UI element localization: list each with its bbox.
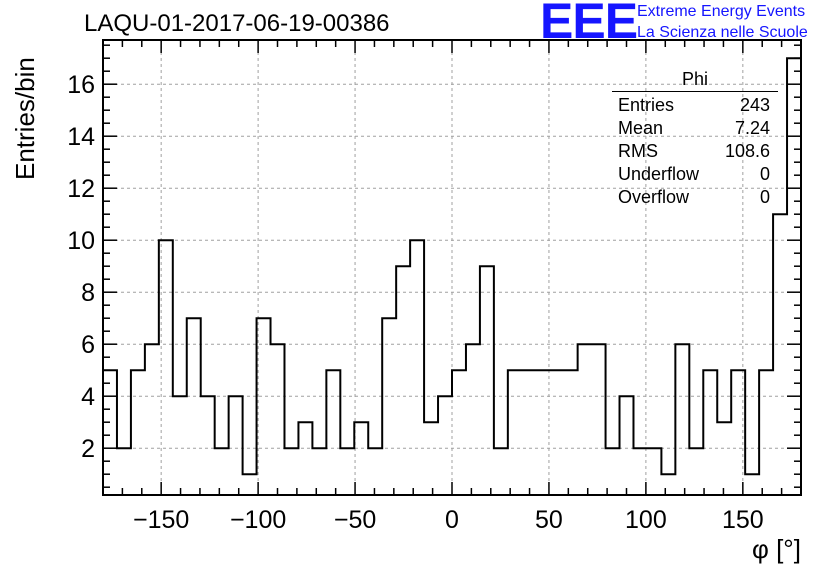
histogram-bin [396,266,410,495]
histogram-bin [284,448,298,495]
histogram-bin [536,370,550,495]
stats-label: RMS [618,141,658,161]
stats-row-underflow: Underflow 0 [608,163,778,186]
y-tick-label: 2 [81,435,95,463]
stats-label: Overflow [618,187,690,207]
stats-row-mean: Mean 7.24 [608,117,778,140]
x-tick-label: 50 [535,506,563,534]
stats-value: 0 [759,187,770,207]
histogram-bin [243,474,257,495]
histogram-bin [145,344,159,495]
histogram-bin [675,344,689,495]
y-tick-label: 14 [67,123,95,151]
x-tick-label: −100 [230,506,286,534]
histogram-bin [689,448,703,495]
histogram-bin [703,370,717,495]
histogram-bin [340,448,354,495]
histogram-bin [508,370,522,495]
stats-label: Underflow [618,164,700,184]
logo-caption-line2: La Scienza nelle Scuole [637,24,808,41]
histogram-bin [187,318,201,495]
histogram-bin [424,422,438,495]
y-tick-label: 12 [67,175,95,203]
histogram-bin [578,344,592,495]
stats-row-rms: RMS 108.6 [608,140,778,163]
histogram-bin [452,370,466,495]
histogram-bin [117,448,131,495]
histogram-bin [312,448,326,495]
y-tick-label: 10 [67,227,95,255]
x-tick-label: 0 [445,506,459,534]
histogram-bin [271,344,285,495]
chart-title: LAQU-01-2017-06-19-00386 [84,10,390,37]
x-tick-label: −150 [133,506,189,534]
y-axis-label: Entries/bin [10,57,40,180]
histogram-bin [257,318,271,495]
stats-row-entries: Entries 243 [608,94,778,117]
histogram-bin [494,448,508,495]
histogram-bin [647,448,661,495]
histogram-bin [215,448,229,495]
y-tick-label: 4 [81,383,95,411]
histogram-bin [410,240,424,495]
histogram-bin [620,396,634,495]
axis-ticks [103,40,801,495]
stats-label: Mean [618,118,664,138]
stats-value: 7.24 [734,118,770,138]
histogram-bin [773,214,787,495]
histogram-outline [103,57,801,476]
histogram-bin [466,344,480,495]
stats-label: Entries [618,95,675,115]
histogram-bin [103,370,117,495]
histogram-bin [550,370,564,495]
histogram-bin [368,448,382,495]
x-tick-label: −50 [334,506,376,534]
histogram-bin [173,396,187,495]
histogram-bin [745,474,759,495]
histogram-bin [592,344,606,495]
x-tick-label: 150 [722,506,764,534]
stats-box: Phi Entries 243 Mean 7.24 RMS 108.6 Unde… [608,68,778,209]
histogram-bin [298,422,312,495]
logo-caption-line1: Extreme Energy Events [637,3,806,20]
histogram-bin [438,396,452,495]
histogram-bin [564,370,578,495]
histogram-bin [131,370,145,495]
histogram-bin [717,422,731,495]
histogram-bin [229,396,243,495]
y-axis-label-wrapper: Entries/bin [4,57,44,218]
stats-title: Phi [612,68,778,92]
histogram-bin [354,422,368,495]
histogram-bin [759,370,773,495]
histogram-bin [606,448,620,495]
histogram-bin [522,370,536,495]
tick-labels: −150 −100 −50 0 50 100 150 2 4 6 8 10 12 14 16 [67,71,764,534]
histogram-bin [661,474,675,495]
x-tick-label: 100 [625,506,667,534]
stats-value: 0 [759,164,770,184]
histogram-bin [382,318,396,495]
histogram-bin [326,370,340,495]
stats-value: 243 [739,95,770,115]
histogram-bin [201,396,215,495]
y-tick-label: 6 [81,331,95,359]
histogram-bin [731,370,745,495]
y-tick-label: 8 [81,279,95,307]
x-axis-label: φ [°] [752,534,801,564]
histogram-bin [159,240,173,495]
stats-row-overflow: Overflow 0 [608,186,778,209]
histogram-bin [480,266,494,495]
stats-value: 108.6 [724,141,770,161]
y-tick-label: 16 [67,71,95,99]
eee-logo: EEE [540,0,638,49]
